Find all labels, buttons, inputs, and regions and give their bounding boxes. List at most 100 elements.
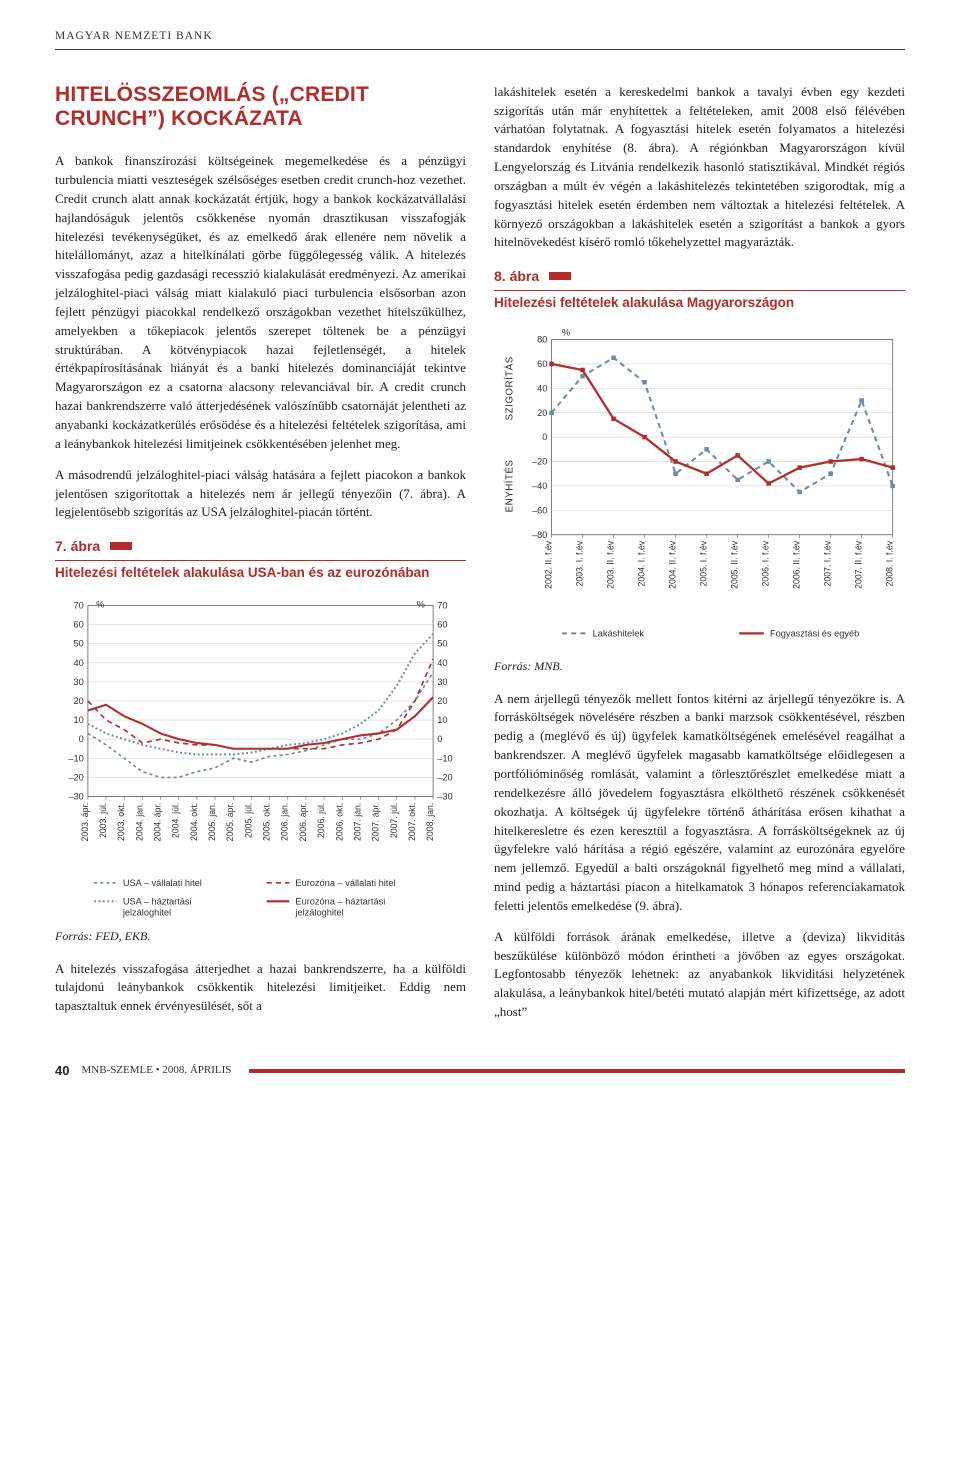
svg-text:0: 0 (79, 735, 84, 745)
figure-number: 8. ábra (494, 266, 539, 286)
figure-title: Hitelezési feltételek alakulása Magyaror… (494, 295, 905, 312)
svg-text:%: % (562, 328, 570, 338)
svg-text:70: 70 (437, 601, 447, 611)
svg-text:2007. ápr.: 2007. ápr. (371, 803, 381, 842)
figure-label: 7. ábra (55, 536, 466, 560)
svg-text:2006. okt.: 2006. okt. (334, 803, 344, 841)
svg-text:2005. jan.: 2005. jan. (207, 803, 217, 841)
figure-number: 7. ábra (55, 536, 100, 556)
svg-text:2003. júl.: 2003. júl. (98, 803, 108, 838)
svg-text:2003. II. f.év: 2003. II. f.év (606, 541, 616, 590)
figure-7-chart: –30–30–20–20–10–100010102020303040405050… (55, 591, 466, 920)
svg-text:2005. ápr.: 2005. ápr. (225, 803, 235, 842)
svg-text:–20: –20 (437, 773, 452, 783)
svg-text:%: % (417, 600, 425, 610)
svg-text:ENYHÍTÉS: ENYHÍTÉS (504, 460, 515, 513)
svg-text:Lakáshitelek: Lakáshitelek (593, 629, 645, 639)
svg-text:70: 70 (73, 601, 83, 611)
body-para: A bankok finanszírozási költségeinek meg… (55, 152, 466, 454)
right-column: lakáshitelek esetén a kereskedelmi banko… (494, 83, 905, 1034)
section-title: HITELÖSSZEOMLÁS („CREDIT CRUNCH”) KOCKÁZ… (55, 83, 466, 133)
svg-text:30: 30 (437, 677, 447, 687)
svg-text:2007. jan.: 2007. jan. (352, 803, 362, 841)
svg-text:80: 80 (537, 335, 547, 345)
svg-text:2007. júl.: 2007. júl. (389, 803, 399, 838)
svg-text:50: 50 (73, 639, 83, 649)
svg-text:2004. II. f.év: 2004. II. f.év (668, 541, 678, 590)
two-column-layout: HITELÖSSZEOMLÁS („CREDIT CRUNCH”) KOCKÁZ… (55, 83, 905, 1034)
svg-text:2005. júl.: 2005. júl. (243, 803, 253, 838)
svg-text:2006. júl.: 2006. júl. (316, 803, 326, 838)
svg-text:–40: –40 (532, 481, 547, 491)
svg-text:2005. II. f.év: 2005. II. f.év (730, 541, 740, 590)
svg-text:2004. júl.: 2004. júl. (171, 803, 181, 838)
svg-text:10: 10 (437, 716, 447, 726)
svg-text:20: 20 (73, 696, 83, 706)
figure-title: Hitelezési feltételek alakulása USA-ban … (55, 565, 466, 582)
svg-text:2003. okt.: 2003. okt. (116, 803, 126, 841)
svg-text:2003. I. f.év: 2003. I. f.év (575, 541, 585, 587)
svg-text:Eurozóna – háztartási: Eurozóna – háztartási (295, 897, 385, 907)
svg-text:20: 20 (437, 696, 447, 706)
body-para: A külföldi források árának emelkedése, i… (494, 928, 905, 1022)
figure-accent-bar (549, 272, 571, 280)
figure-source: Forrás: FED, EKB. (55, 928, 466, 945)
svg-text:–30: –30 (437, 792, 452, 802)
svg-text:30: 30 (73, 677, 83, 687)
page-footer: 40 MNB-SZEMLE • 2008. ÁPRILIS (55, 1062, 905, 1081)
svg-text:0: 0 (542, 433, 547, 443)
svg-text:–20: –20 (68, 773, 83, 783)
svg-text:–10: –10 (68, 754, 83, 764)
figure-source: Forrás: MNB. (494, 658, 905, 675)
svg-text:2005. I. f.év: 2005. I. f.év (699, 541, 709, 587)
svg-text:60: 60 (437, 620, 447, 630)
svg-text:SZIGORÍTÁS: SZIGORÍTÁS (504, 357, 515, 421)
svg-text:40: 40 (73, 658, 83, 668)
svg-text:2002. II. f.év: 2002. II. f.év (544, 541, 554, 590)
footer-accent-bar (249, 1069, 905, 1073)
svg-text:USA – vállalati hitel: USA – vállalati hitel (123, 878, 202, 888)
svg-text:40: 40 (537, 384, 547, 394)
svg-text:–10: –10 (437, 754, 452, 764)
svg-text:50: 50 (437, 639, 447, 649)
svg-text:–60: –60 (532, 506, 547, 516)
svg-text:jelzáloghitel: jelzáloghitel (294, 908, 343, 918)
running-head: MAGYAR NEMZETI BANK (55, 28, 905, 45)
svg-text:2004. ápr.: 2004. ápr. (153, 803, 163, 842)
page-number: 40 (55, 1062, 69, 1081)
svg-text:Fogyasztási és egyéb: Fogyasztási és egyéb (770, 629, 859, 639)
svg-text:60: 60 (73, 620, 83, 630)
head-rule (55, 49, 905, 53)
body-para: A nem árjellegű tényezők mellett fontos … (494, 690, 905, 916)
svg-text:–30: –30 (68, 792, 83, 802)
svg-text:2007. okt.: 2007. okt. (407, 803, 417, 841)
figure-label: 8. ábra (494, 266, 905, 290)
svg-text:2006. jan.: 2006. jan. (280, 803, 290, 841)
svg-text:–80: –80 (532, 530, 547, 540)
svg-text:20: 20 (537, 408, 547, 418)
left-column: HITELÖSSZEOMLÁS („CREDIT CRUNCH”) KOCKÁZ… (55, 83, 466, 1028)
svg-text:jelzáloghitel: jelzáloghitel (122, 908, 171, 918)
body-para: A hitelezés visszafogása átterjedhet a h… (55, 960, 466, 1017)
svg-text:2004. I. f.év: 2004. I. f.év (637, 541, 647, 587)
svg-text:Eurozóna – vállalati hitel: Eurozóna – vállalati hitel (295, 878, 395, 888)
body-para: A másodrendű jelzáloghitel-piaci válság … (55, 466, 466, 523)
svg-text:2006. ápr.: 2006. ápr. (298, 803, 308, 842)
svg-text:2004. okt.: 2004. okt. (189, 803, 199, 841)
svg-text:60: 60 (537, 359, 547, 369)
body-para: lakáshitelek esetén a kereskedelmi banko… (494, 83, 905, 253)
svg-text:USA – háztartási: USA – háztartási (123, 897, 192, 907)
figure-8-chart: –80 –60 –40 –20 0 20 40 60 80% SZIGORÍTÁS ENYHÍTÉS… (494, 321, 905, 650)
svg-text:2003. ápr.: 2003. ápr. (80, 803, 90, 842)
svg-text:2007. I. f.év: 2007. I. f.év (823, 541, 833, 587)
svg-text:2005. okt.: 2005. okt. (262, 803, 272, 841)
svg-text:2008. I. f.év: 2008. I. f.év (885, 541, 895, 587)
svg-text:–20: –20 (532, 457, 547, 467)
svg-text:%: % (96, 600, 104, 610)
figure-accent-bar (110, 542, 132, 550)
svg-text:2006. I. f.év: 2006. I. f.év (761, 541, 771, 587)
svg-text:2008. jan.: 2008. jan. (425, 803, 435, 841)
svg-text:40: 40 (437, 658, 447, 668)
svg-text:2007. II. f.év: 2007. II. f.év (854, 541, 864, 590)
journal-ref: MNB-SZEMLE • 2008. ÁPRILIS (81, 1063, 231, 1079)
